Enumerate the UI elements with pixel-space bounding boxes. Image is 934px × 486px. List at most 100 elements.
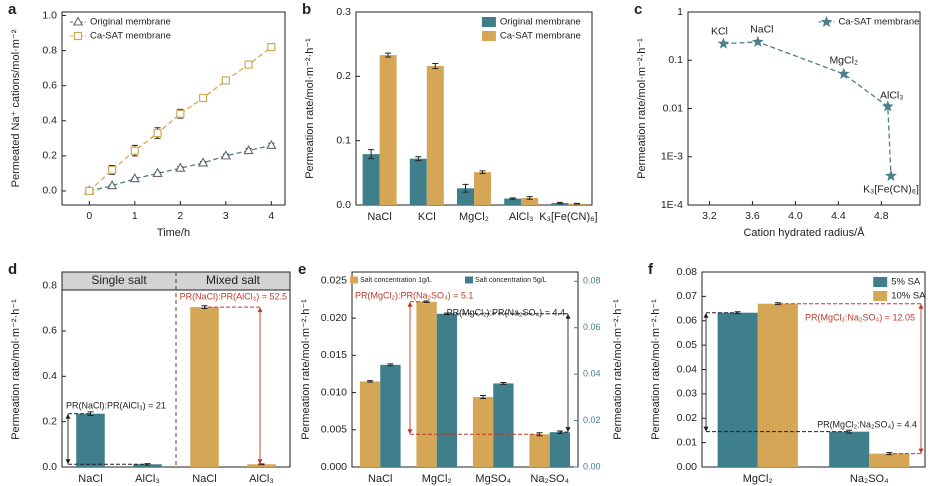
legend-marker [820, 15, 833, 27]
error-bar [432, 62, 439, 70]
annotation: PR(MgCl₂:Na₂SO₄) = 12.05 [805, 312, 915, 322]
x-tick-label: AlCl₃ [135, 473, 160, 485]
legend-swatch [481, 31, 496, 41]
plot-frame [61, 11, 286, 206]
x-tick-label: KCl [418, 211, 436, 223]
y2-axis-label: Permeation rate/mol·m⁻²·h⁻¹ [612, 299, 624, 440]
bar [457, 188, 474, 205]
point [220, 150, 231, 160]
point [106, 180, 118, 190]
legend-label: Ca-SAT membrane [90, 31, 171, 42]
legend-marker [72, 16, 84, 26]
series-line [723, 41, 892, 177]
y-tick-label: 0.4 [42, 115, 57, 127]
error-bar [462, 183, 469, 193]
x-tick-label: 3 [223, 210, 229, 222]
x-tick-label: 0 [86, 210, 92, 222]
x-tick-label: 4.4 [831, 210, 846, 222]
point [130, 146, 139, 155]
error-bar [479, 170, 486, 174]
point [885, 169, 897, 181]
y-tick-label: 0.8 [42, 279, 57, 291]
legend-swatch [481, 17, 496, 27]
x-tick-label: NaCl [78, 473, 102, 485]
point-label: AlCl₃ [880, 89, 904, 101]
legend-label: Original membrane [500, 17, 581, 28]
error-bar [526, 196, 533, 200]
point [881, 100, 894, 112]
bar [493, 383, 514, 467]
y-tick-label: 0.01 [677, 436, 698, 448]
y-tick-label: 0.0 [42, 461, 57, 473]
y-tick-label: 0.000 [321, 461, 347, 473]
point [267, 42, 276, 52]
x-tick-label: 2 [177, 210, 183, 222]
plot-frame [351, 271, 579, 468]
y-tick-label: 0.015 [321, 349, 347, 361]
y-tick-label: 0.3 [336, 6, 351, 18]
legend-label: Ca-SAT membrane [839, 17, 920, 28]
point-label: NaCl [750, 24, 773, 36]
point [152, 167, 163, 177]
y-tick-label: 0.07 [677, 290, 698, 302]
point [176, 109, 185, 118]
legend-label: 5% SA [891, 277, 921, 288]
series-line [88, 46, 272, 192]
y-tick-label: 0.05 [677, 339, 698, 351]
panel-letter: a [8, 1, 17, 18]
y-axis-label: Permeation rate/mol·m⁻²·h⁻¹ [636, 38, 648, 179]
annotation: PR(NaCl):PR(AlCl₃) = 52.5 [180, 291, 287, 301]
point [751, 35, 764, 47]
point [198, 93, 208, 103]
x-tick-label: MgCl₂ [743, 473, 773, 485]
x-tick-label: MgCl₂ [422, 473, 452, 485]
legend-swatch [350, 276, 359, 284]
y2-tick-label: 0.08 [583, 276, 601, 286]
point [153, 128, 162, 138]
bar [521, 197, 539, 205]
y-tick-label: 1.0 [42, 9, 57, 21]
y-tick-label: 0.01 [663, 102, 684, 114]
point [266, 139, 277, 149]
x-tick-label: K₃[Fe(CN)₆] [539, 211, 597, 223]
x-tick-label: Na₂SO₄ [530, 473, 569, 485]
error-bar [846, 429, 853, 434]
error-bar [500, 382, 507, 385]
panel-letter: e [298, 261, 306, 278]
point [243, 144, 254, 155]
group-label: Single salt [91, 273, 147, 287]
bar [436, 313, 458, 467]
point [244, 60, 253, 69]
point [197, 157, 209, 167]
y-tick-label: 1 [677, 6, 683, 18]
bar [549, 432, 571, 467]
x-tick-label: 1 [132, 210, 138, 222]
bar [247, 464, 276, 467]
bar [757, 303, 798, 467]
point [221, 76, 230, 85]
y-tick-label: 0.03 [677, 388, 698, 400]
x-tick-label: AlCl₃ [509, 211, 534, 223]
legend-label: Ca-SAT membrane [500, 31, 581, 42]
y-tick-label: 1E-3 [661, 151, 683, 163]
y-tick-label: 0.2 [336, 70, 351, 82]
bar [409, 158, 427, 205]
y-tick-label: 1E-4 [661, 199, 683, 211]
y-axis-label: Permeation rate/mol·m⁻²·h⁻¹ [10, 299, 22, 440]
point [717, 37, 730, 49]
y-tick-label: 0.4 [42, 370, 57, 382]
x-axis-label: Cation hydrated radius/Å [743, 226, 865, 239]
x-tick-label: NaCl [367, 211, 391, 223]
x-tick-label: MgSO₄ [475, 473, 511, 485]
error-bar [774, 302, 781, 306]
bar [379, 55, 397, 205]
y-axis-label: Permeation rate/mol·m⁻²·h⁻¹ [650, 299, 662, 440]
y-tick-label: 0.010 [321, 386, 347, 398]
x-tick-label: 4.8 [874, 210, 889, 222]
y-axis-label: Permeation rate/mol·m⁻²·h⁻¹ [300, 299, 312, 440]
legend-swatch [873, 277, 888, 287]
point [175, 162, 186, 172]
legend-swatch [465, 276, 473, 284]
y-tick-label: 0.1 [336, 134, 351, 146]
